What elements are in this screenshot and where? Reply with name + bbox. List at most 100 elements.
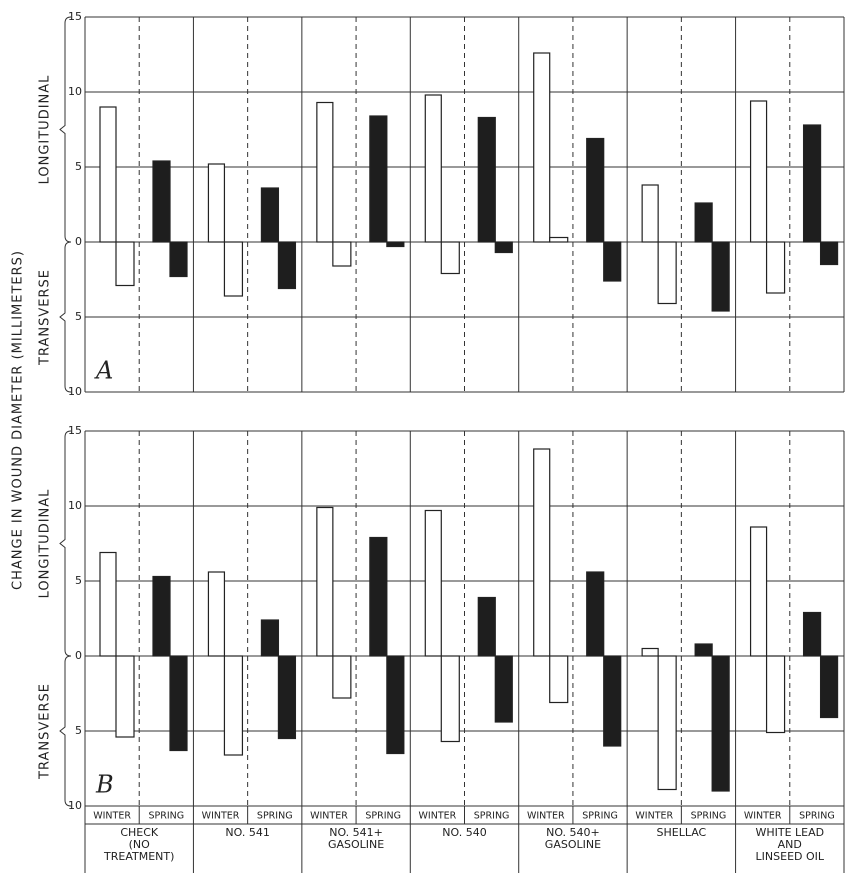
y-tick-label: 5 <box>75 160 82 173</box>
bar <box>819 655 839 719</box>
bar <box>749 100 768 243</box>
bar <box>260 187 280 243</box>
bar <box>641 647 659 657</box>
category-label: (NO <box>129 838 151 851</box>
y-tick-label: 5 <box>75 724 82 737</box>
y-tick-label: 10 <box>68 385 82 398</box>
category-label: SHELLAC <box>656 826 706 839</box>
bar <box>711 241 730 312</box>
bar <box>802 124 822 243</box>
subcategory-label: SPRING <box>799 811 835 822</box>
bar <box>316 101 334 243</box>
bar <box>169 655 188 752</box>
subcategory-label: WINTER <box>419 811 457 822</box>
bar <box>223 655 244 756</box>
bar <box>694 202 713 243</box>
bar <box>99 106 117 243</box>
bar <box>765 241 786 294</box>
bar <box>386 655 405 755</box>
category-label: CHECK <box>120 826 159 839</box>
bar <box>369 536 388 657</box>
y-tick-label: 10 <box>68 499 82 512</box>
panel-label: B <box>95 771 114 799</box>
bar <box>657 241 677 305</box>
panel-label: A <box>94 357 113 385</box>
subcategory-label: WINTER <box>310 811 348 822</box>
bar <box>603 241 622 282</box>
bar <box>152 575 171 657</box>
subcategory-label: WINTER <box>744 811 782 822</box>
subcategory-label: WINTER <box>202 811 240 822</box>
longitudinal-label: LONGITUDINAL <box>38 75 53 185</box>
y-tick-label: 5 <box>75 310 82 323</box>
category-label: AND <box>778 838 802 851</box>
bar <box>115 655 135 738</box>
bar <box>533 448 551 657</box>
bar <box>749 526 768 657</box>
bar <box>207 571 226 657</box>
bar <box>641 184 659 243</box>
bar <box>332 241 352 267</box>
bar <box>369 115 388 243</box>
bar <box>549 655 569 704</box>
subcategory-label: WINTER <box>527 811 565 822</box>
bar <box>586 571 605 657</box>
category-label: LINSEED OIL <box>756 850 825 863</box>
subcategory-label: SPRING <box>257 811 293 822</box>
bar <box>440 241 460 275</box>
y-tick-label: 0 <box>75 649 82 662</box>
subcategory-label: SPRING <box>149 811 185 822</box>
y-tick-label: 0 <box>75 235 82 248</box>
bar <box>316 506 334 657</box>
bar <box>440 655 460 743</box>
bar <box>765 655 786 734</box>
category-label: GASOLINE <box>328 838 384 851</box>
category-label: NO. 541 <box>225 826 269 839</box>
bar <box>819 241 839 266</box>
subcategory-label: WINTER <box>93 811 131 822</box>
bar <box>386 241 405 248</box>
bar <box>115 241 135 287</box>
subcategory-label: SPRING <box>691 811 727 822</box>
bar <box>477 116 496 243</box>
subcategory-label: SPRING <box>365 811 401 822</box>
category-label: NO. 540 <box>442 826 486 839</box>
bar <box>277 241 297 290</box>
transverse-label: TRANSVERSE <box>38 269 53 366</box>
bar <box>494 241 513 254</box>
subcategory-label: WINTER <box>635 811 673 822</box>
bar <box>711 655 730 792</box>
bar <box>586 137 605 243</box>
category-label: NO. 540+ <box>546 826 600 839</box>
y-tick-label: 15 <box>68 10 82 23</box>
longitudinal-label: LONGITUDINAL <box>38 489 53 599</box>
bar <box>802 611 822 657</box>
bar <box>494 655 513 723</box>
category-label: NO. 541+ <box>329 826 383 839</box>
bar <box>207 163 226 243</box>
bar <box>169 241 188 278</box>
bar <box>424 94 442 243</box>
y-axis-label: CHANGE IN WOUND DIAMETER (MILLIMETERS) <box>11 250 26 590</box>
bar <box>549 236 569 243</box>
y-tick-label: 10 <box>68 85 82 98</box>
category-label: WHITE LEAD <box>755 826 824 839</box>
subcategory-label: SPRING <box>582 811 618 822</box>
bar <box>533 52 551 243</box>
bar <box>277 655 297 740</box>
bar <box>223 241 244 297</box>
brace <box>59 16 72 393</box>
bar <box>332 655 352 699</box>
y-tick-label: 5 <box>75 574 82 587</box>
y-tick-label: 15 <box>68 424 82 437</box>
y-tick-label: 10 <box>68 799 82 812</box>
bar <box>477 596 496 657</box>
bar <box>657 655 677 791</box>
category-label: GASOLINE <box>545 838 601 851</box>
bar <box>424 509 442 657</box>
bar <box>99 551 117 657</box>
bar <box>152 160 171 243</box>
category-label: TREATMENT) <box>103 850 174 863</box>
subcategory-label: SPRING <box>474 811 510 822</box>
